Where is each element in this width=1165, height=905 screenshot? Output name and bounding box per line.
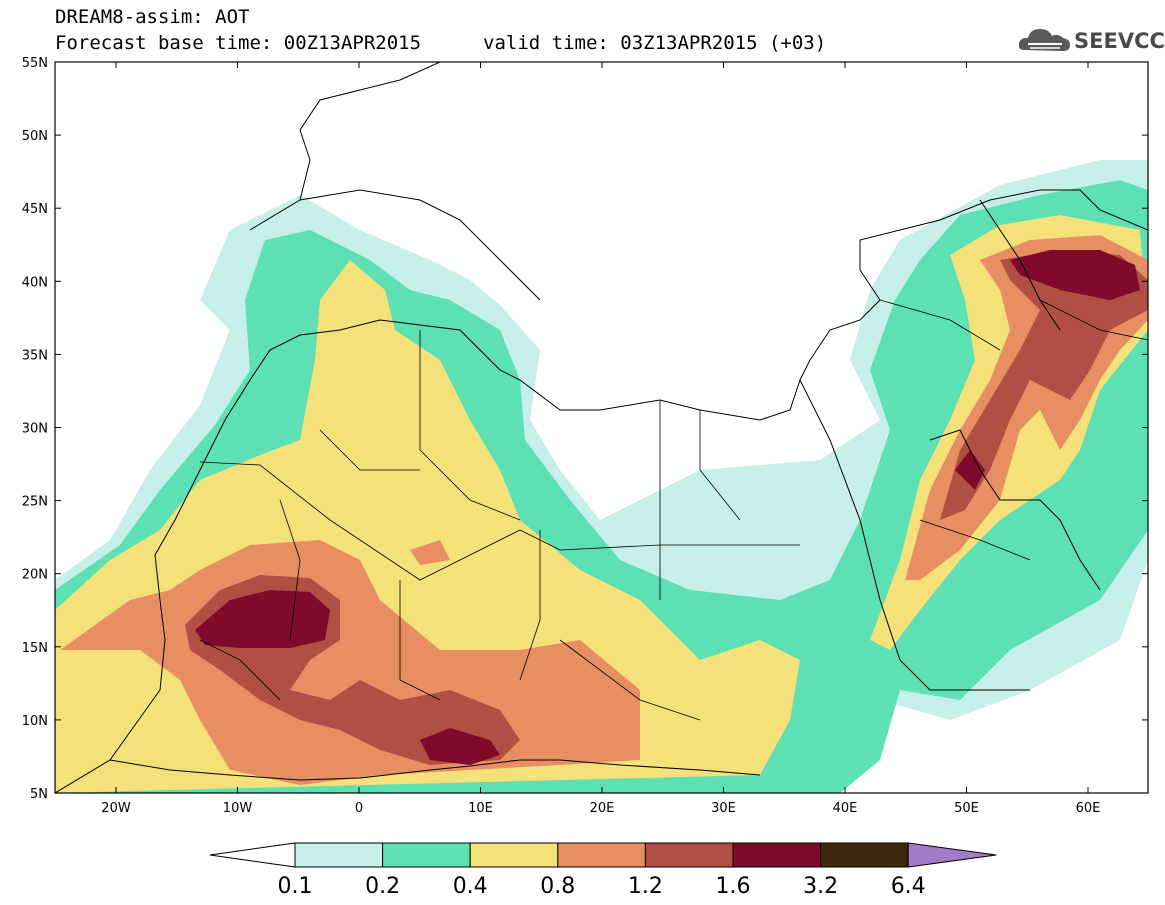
cloud-logo-icon [1018, 29, 1070, 51]
lat-tick-label: 30N [22, 422, 48, 437]
lon-tick-label: 10E [468, 801, 493, 816]
colorbar-label: 0.8 [540, 874, 575, 899]
colorbar: 0.1 0.2 0.4 0.8 1.2 1.6 3.2 6.4 [209, 842, 997, 899]
lat-tick-label: 50N [22, 129, 48, 144]
aot-level-0.8 [60, 235, 1148, 785]
colorbar-label: 0.1 [278, 874, 313, 899]
colorbar-label: 0.2 [365, 874, 400, 899]
lon-tick-label: 20E [590, 801, 615, 816]
valid-time: valid time: 03Z13APR2015 (+03) [483, 32, 827, 54]
aot-field [55, 160, 1148, 793]
lon-tick-label: 50E [954, 801, 979, 816]
lat-tick-label: 55N [22, 56, 48, 71]
lat-tick-label: 10N [22, 714, 48, 729]
lon-tick-label: 20W [101, 801, 131, 816]
lon-tick-label: 10W [223, 801, 253, 816]
lat-tick-label: 35N [22, 348, 48, 363]
colorbar-swatch [294, 842, 384, 868]
colorbar-label: 6.4 [891, 874, 926, 899]
lon-tick-label: 0 [355, 801, 363, 816]
lon-tick-label: 60E [1076, 801, 1101, 816]
colorbar-label: 3.2 [803, 874, 838, 899]
colorbar-swatch [469, 842, 559, 868]
colorbar-swatch [820, 842, 909, 868]
colorbar-label: 1.6 [716, 874, 751, 899]
colorbar-swatch [732, 842, 822, 868]
country-borders [199, 299, 1148, 721]
lat-tick-label: 20N [22, 568, 48, 583]
lat-tick-label: 5N [30, 787, 48, 802]
colorbar-right-arrow [907, 842, 997, 868]
logo-text: SEEVCCC [1074, 29, 1165, 53]
colorbar-left-arrow [209, 842, 296, 868]
seevccc-logo: SEEVCCC [1018, 22, 1165, 58]
colorbar-swatch [382, 842, 471, 868]
lon-tick-label: 40E [833, 801, 858, 816]
lat-tick-label: 25N [22, 495, 48, 510]
longitude-axis: 20W 10W 0 10E 20E 30E 40E 50E 60E [101, 62, 1100, 816]
latitude-axis: 55N 50N 45N 40N 35N 30N 25N 20N 15N 10N 5N [22, 56, 1148, 802]
lat-tick-label: 45N [22, 202, 48, 217]
colorbar-label: 0.4 [453, 874, 488, 899]
colorbar-swatch [644, 842, 734, 868]
lat-tick-label: 40N [22, 275, 48, 290]
forecast-base-time: Forecast base time: 00Z13APR2015 [55, 32, 422, 54]
colorbar-swatch [557, 842, 646, 868]
colorbar-label: 1.2 [628, 874, 663, 899]
lat-tick-label: 15N [22, 641, 48, 656]
lon-tick-label: 30E [711, 801, 736, 816]
map-title: DREAM8-assim: AOT [55, 6, 250, 28]
coastlines [55, 62, 1148, 793]
aot-level-1.2 [185, 250, 1148, 765]
